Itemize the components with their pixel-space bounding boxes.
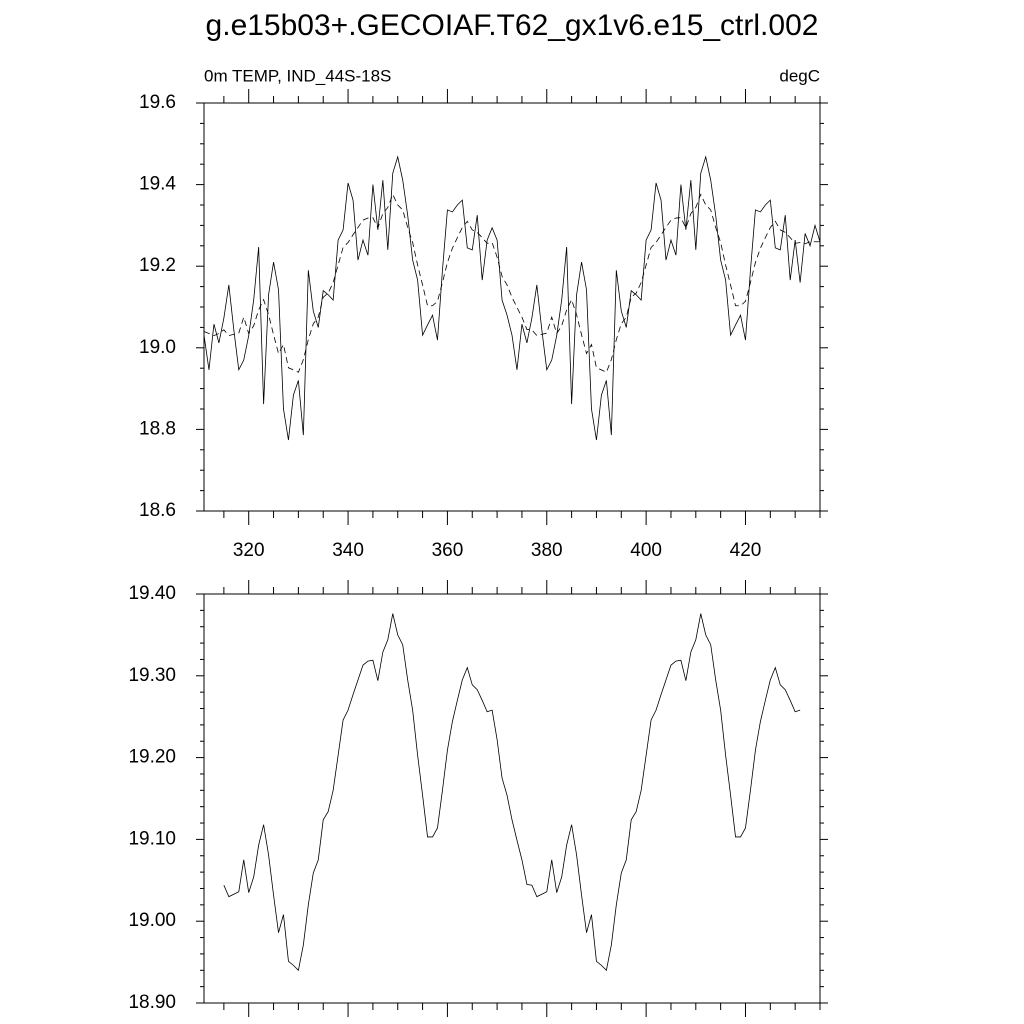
- x-tick-label: 400: [630, 540, 662, 561]
- y-tick-label: 19.4: [139, 174, 176, 195]
- y-tick-label: 18.90: [128, 992, 176, 1013]
- x-tick-label: 340: [332, 540, 364, 561]
- x-tick-label: 360: [432, 540, 464, 561]
- y-tick-label: 19.0: [139, 337, 176, 358]
- data-line: [223, 613, 801, 972]
- data-line: [203, 193, 820, 373]
- y-tick-label: 19.6: [139, 92, 176, 113]
- y-tick-label: 19.20: [128, 747, 176, 768]
- x-tick-label: 420: [730, 540, 762, 561]
- y-tick-label: 19.2: [139, 255, 176, 276]
- right-subtitle: degC: [779, 66, 820, 85]
- plot-frame: [203, 593, 821, 1004]
- data-line: [203, 155, 821, 441]
- page-title: g.e15b03+.GECOIAF.T62_gx1v6.e15_ctrl.002: [206, 9, 819, 42]
- y-tick-label: 19.40: [128, 583, 176, 604]
- y-tick-label: 18.6: [139, 500, 176, 521]
- y-tick-label: 19.10: [128, 828, 176, 849]
- left-subtitle: 0m TEMP, IND_44S-18S: [204, 66, 391, 85]
- y-tick-label: 18.8: [139, 418, 176, 439]
- x-tick-label: 380: [531, 540, 563, 561]
- y-tick-label: 19.00: [128, 910, 176, 931]
- y-tick-label: 19.30: [128, 665, 176, 686]
- plot-frame: [203, 102, 821, 512]
- x-tick-label: 320: [233, 540, 265, 561]
